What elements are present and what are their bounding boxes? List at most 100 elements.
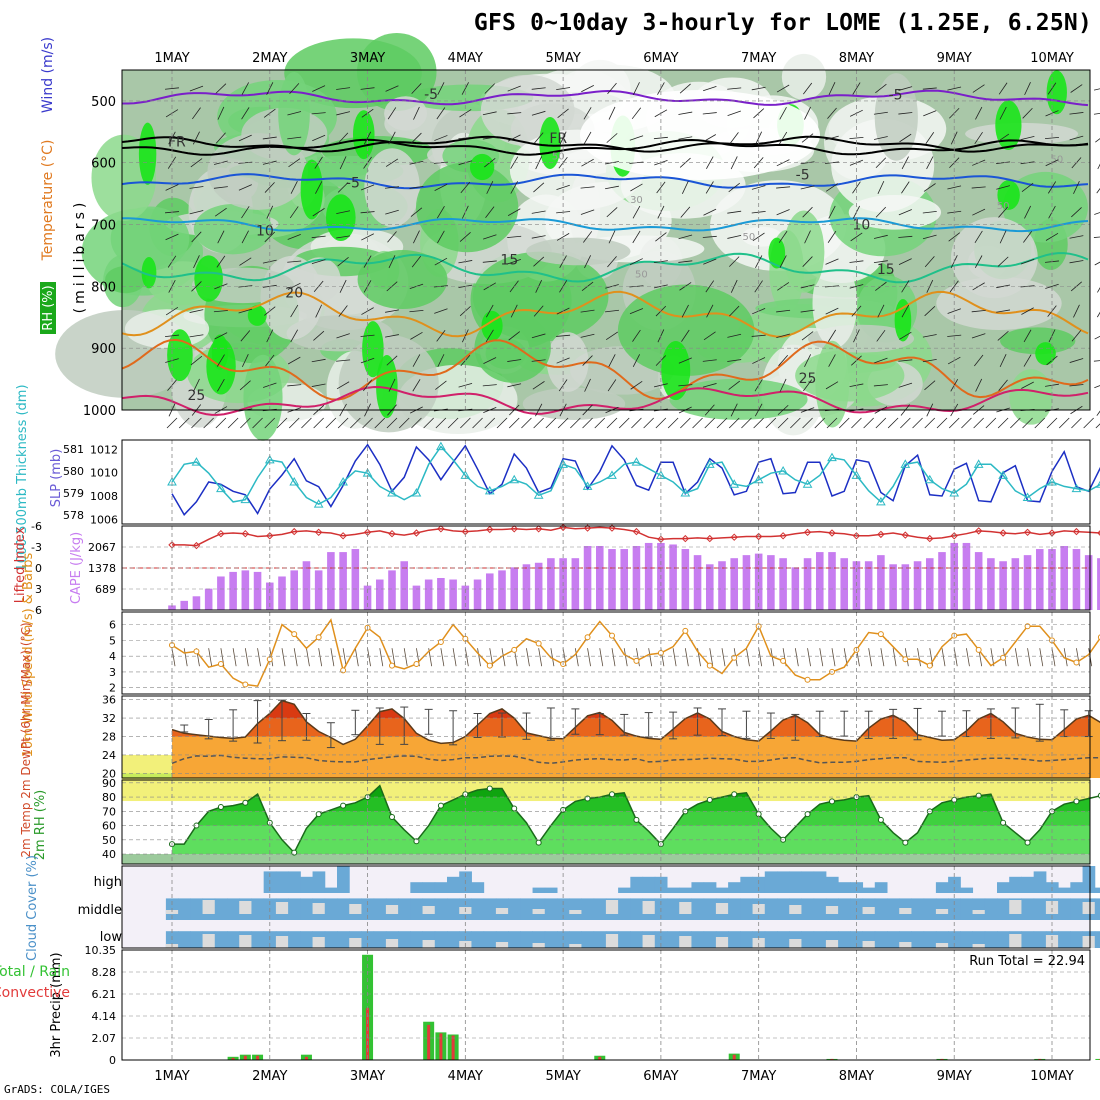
cape-bar <box>449 579 457 610</box>
surface-wind-barb <box>533 417 544 429</box>
rh-patch <box>617 284 755 377</box>
wind-barb <box>901 304 910 318</box>
wind-barb <box>385 309 399 313</box>
wind-barb <box>972 84 985 93</box>
cloud-bar-low <box>300 931 314 948</box>
lifted-line-point <box>583 524 592 532</box>
wind-barb <box>289 83 300 95</box>
rh-patch <box>357 249 448 310</box>
wind-barb <box>922 87 937 90</box>
cape-bar <box>1060 545 1069 610</box>
cape-bar <box>571 558 580 610</box>
cape-bar <box>302 561 311 610</box>
thickness-line-point <box>313 499 324 508</box>
lifted-tick-label: -3 <box>31 541 42 554</box>
wind-barb <box>266 329 274 343</box>
thickness-line-point <box>729 479 740 488</box>
wind-barb <box>948 232 961 242</box>
pressure-tick-label: 900 <box>91 342 116 357</box>
cloud-gap <box>202 900 215 914</box>
wind-barb <box>802 206 813 218</box>
wind-barb <box>681 180 689 194</box>
cloud-bar-middle <box>471 898 485 920</box>
wind-barb-10m <box>709 648 714 667</box>
wind-barb <box>678 234 693 240</box>
wind-barb <box>1024 205 1032 219</box>
wind-barb <box>336 235 351 239</box>
wind-barb <box>580 309 595 313</box>
wind-speed-line-point <box>437 638 444 645</box>
surface-wind-barb <box>545 417 557 429</box>
slp-tick-label: 1012 <box>90 443 118 456</box>
isotherm-line <box>121 385 1089 416</box>
wind-barb <box>901 156 909 170</box>
surface-wind-barb <box>582 417 593 429</box>
precip-conv-bar <box>427 1024 431 1060</box>
surface-wind-barb <box>1010 417 1021 429</box>
wind-barb <box>191 281 202 292</box>
wind-barb <box>336 333 350 339</box>
wind-barb <box>998 82 1008 95</box>
wind-barb <box>680 206 691 218</box>
wind-barb <box>510 181 519 194</box>
wind-barb <box>729 132 739 144</box>
surface-wind-barb <box>227 417 239 429</box>
wind-barb <box>287 356 301 365</box>
lifted-line-point <box>608 524 616 532</box>
cape-bar <box>632 545 641 610</box>
wind-barb <box>999 106 1007 120</box>
wind-speed-line-point <box>682 627 689 634</box>
wind-barb <box>507 383 522 388</box>
cape-bar <box>730 558 739 610</box>
cloud-bar-middle <box>581 898 595 920</box>
wind-barb <box>412 354 421 367</box>
wind-barb <box>388 255 396 269</box>
cloud-bar-high <box>288 871 301 893</box>
wind-barb <box>803 379 813 392</box>
wind-barb <box>705 280 715 293</box>
lifted-line-point <box>974 527 983 535</box>
wind-barb <box>290 181 298 194</box>
cape-bar <box>742 555 751 610</box>
wind-barb <box>901 181 910 194</box>
cloud-gap <box>1045 901 1059 914</box>
wind-barb <box>852 82 861 95</box>
pressure-tick-label: 1000 <box>83 404 116 419</box>
cloud-bar-high <box>874 882 888 893</box>
cape-bar <box>803 558 812 610</box>
cape-bar <box>510 567 519 610</box>
wind-barb-10m <box>281 648 286 667</box>
panel-frame-upper <box>121 69 1091 411</box>
surface-wind-barb <box>704 417 716 429</box>
wind-speed-line-point <box>413 661 420 668</box>
wind-barb <box>802 256 813 267</box>
cloud-ylabel: Cloud Cover (%) <box>25 855 40 961</box>
wind-barb-10m <box>464 648 469 667</box>
wind-barb <box>727 210 742 214</box>
wind-barb <box>1023 231 1033 243</box>
lifted-tick-label: 0 <box>35 562 42 575</box>
lifted-line <box>172 526 1100 547</box>
wind-barb <box>999 230 1007 244</box>
cloud-bar-high <box>764 871 778 893</box>
panel-frame-cape <box>121 525 1091 611</box>
thickness-line-point <box>484 485 495 495</box>
cloud-bar-low <box>911 931 925 948</box>
rh-patch <box>812 259 858 348</box>
wind-barb-10m <box>684 648 689 667</box>
cloud-bar-low <box>764 931 778 948</box>
wind-barb-10m <box>208 648 213 667</box>
cape-bar <box>290 570 299 610</box>
wind-barb <box>776 186 791 189</box>
rh-contour-label: 50 <box>552 152 565 163</box>
isotherm-line <box>121 173 1089 190</box>
wind-barb-10m <box>721 648 726 667</box>
rh-area <box>208 785 1090 812</box>
cape-bar <box>925 558 934 610</box>
thickness-line-point <box>289 476 300 486</box>
cape-tick-label: 1378 <box>88 562 116 575</box>
surface-wind-barb <box>948 417 960 429</box>
wind-barb <box>605 185 619 190</box>
cloud-bar-high <box>703 882 717 893</box>
surface-wind-barb <box>912 417 923 429</box>
